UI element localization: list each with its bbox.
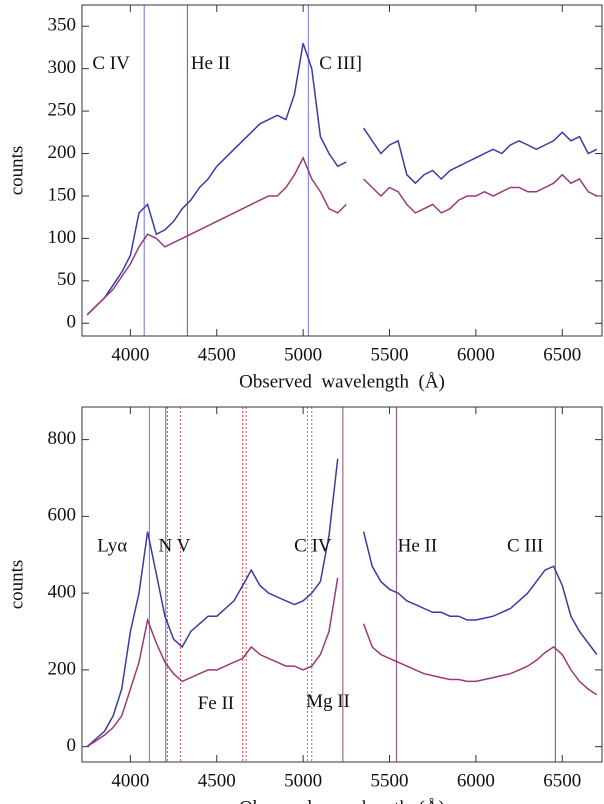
annotation: C IV [294,535,332,556]
x-tick-label: 4000 [111,344,149,365]
annotation: C III [507,535,543,556]
x-tick-label: 6500 [543,344,581,365]
spectrum-line [362,531,598,655]
x-tick-label: 4500 [198,770,236,791]
annotation: N V [159,535,191,556]
y-tick-label: 350 [48,15,77,36]
plot-frame [81,4,603,337]
x-axis-label: Observed wavelength (Å) [239,371,445,392]
y-axis-label: counts [6,146,27,196]
x-tick-label: 5500 [371,770,409,791]
y-tick-label: 100 [48,227,77,248]
annotation: C IV [92,53,130,74]
annotation: Mg II [306,691,350,712]
spectrum-line [86,156,347,316]
y-tick-label: 300 [48,57,77,78]
spectrum-line [86,458,339,748]
annotation: He II [191,53,231,74]
x-tick-label: 5500 [371,344,409,365]
x-tick-label: 6000 [457,344,495,365]
x-tick-label: 5000 [284,344,322,365]
y-tick-label: 250 [48,99,77,120]
annotation: He II [398,535,438,556]
y-tick-label: 800 [48,428,77,449]
x-tick-label: 4000 [111,770,149,791]
spectrum-line [362,127,598,185]
y-tick-label: 150 [48,184,77,205]
plot-frame [81,406,603,763]
y-axis-label: counts [6,560,27,610]
y-tick-label: 0 [67,312,77,333]
x-tick-label: 4500 [198,344,236,365]
y-tick-label: 200 [48,142,77,163]
y-tick-label: 0 [67,735,77,756]
spectrum-line [86,577,339,748]
annotation: Lyα [97,535,127,556]
x-tick-label: 5000 [284,770,322,791]
y-tick-label: 50 [57,269,76,290]
x-axis-label: Observed wavelength (Å) [239,797,445,804]
x-tick-label: 6500 [543,770,581,791]
spectrum-line [363,173,598,214]
spectrum-line [362,623,598,696]
y-tick-label: 400 [48,581,77,602]
annotation: Fe II [198,693,234,714]
y-tick-label: 600 [48,505,77,526]
y-tick-label: 200 [48,658,77,679]
annotation: C III] [319,53,362,74]
spectrum-line [86,42,347,316]
x-tick-label: 6000 [457,770,495,791]
